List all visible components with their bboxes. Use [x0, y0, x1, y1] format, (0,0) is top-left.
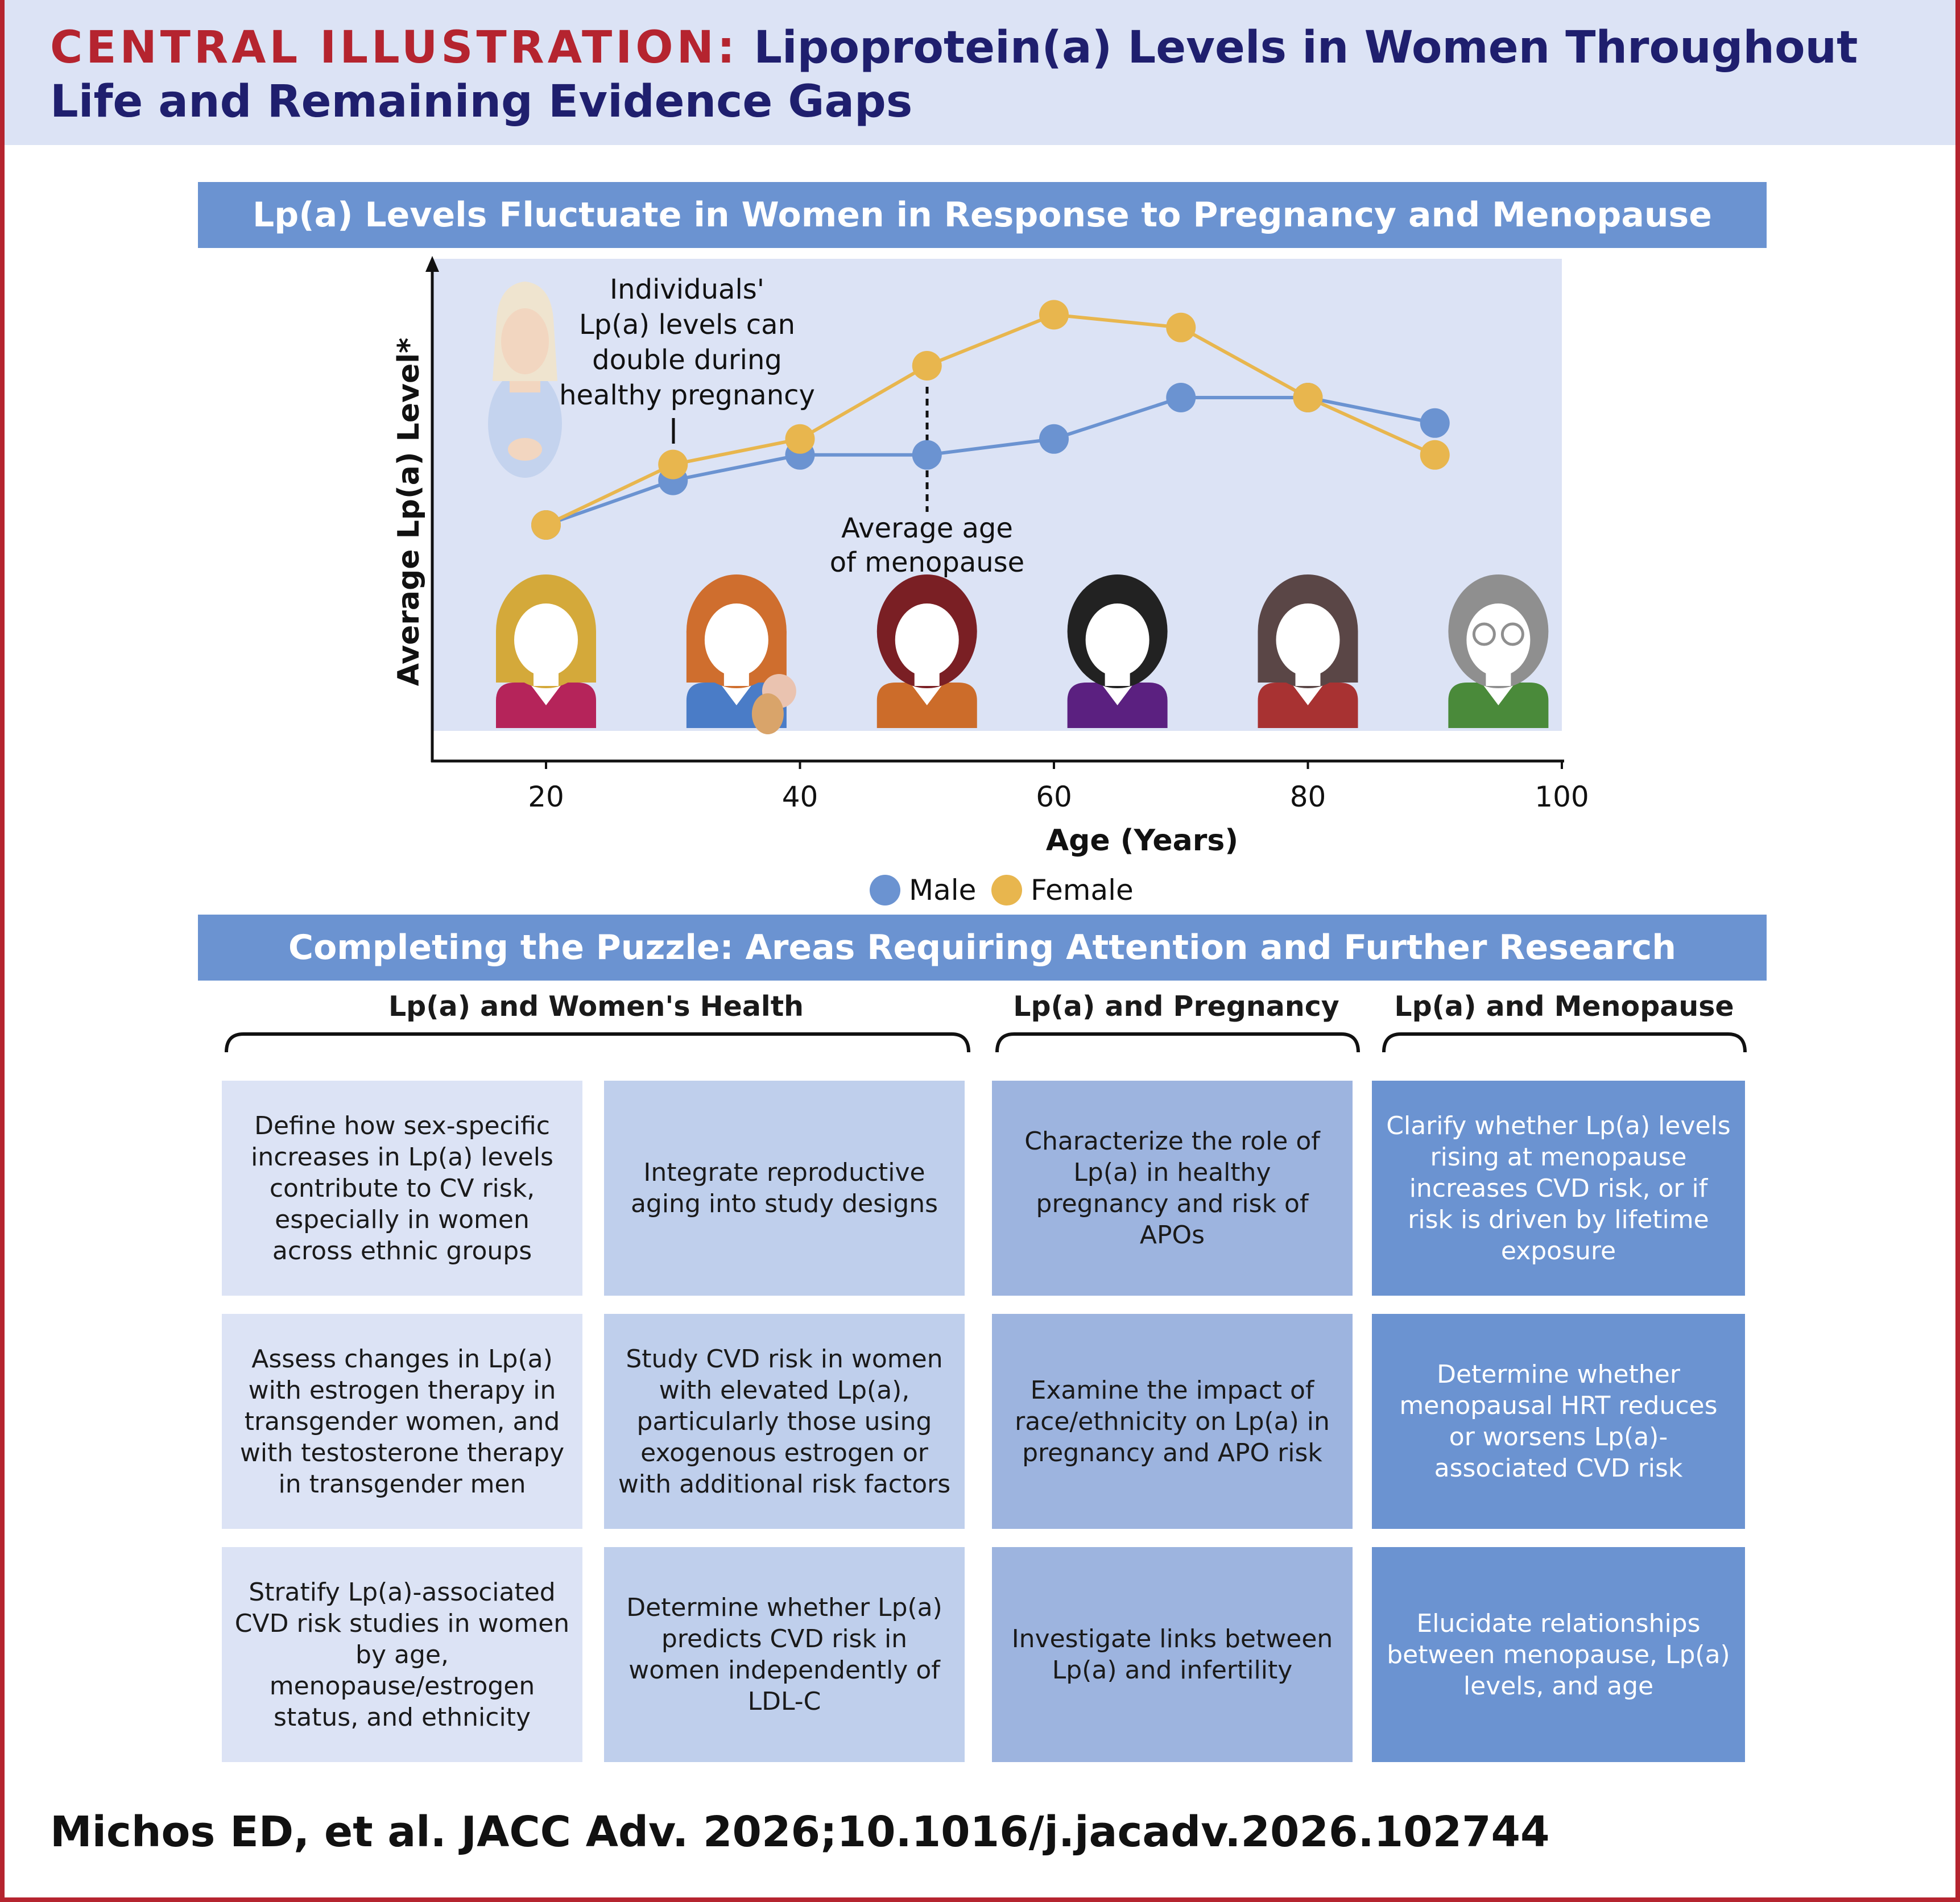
x-tick-label: 60	[1036, 780, 1072, 813]
column-title-menopause: Lp(a) and Menopause	[1394, 990, 1734, 1023]
citation: Michos ED, et al. JACC Adv. 2026;10.1016…	[50, 1808, 1550, 1856]
gap-cell: Investigate links between Lp(a) and infe…	[992, 1547, 1353, 1762]
woman-figure-icon	[1448, 574, 1549, 728]
x-tick-label: 40	[782, 780, 818, 813]
x-tick-label: 100	[1535, 780, 1589, 813]
gap-cell: Clarify whether Lp(a) levels rising at m…	[1372, 1081, 1745, 1296]
woman-figure-icon	[1067, 574, 1168, 728]
gap-cell: Determine whether Lp(a) predicts CVD ris…	[604, 1547, 965, 1762]
woman-figure-icon	[876, 574, 977, 728]
data-point-male	[1166, 383, 1196, 412]
illustration-frame: CENTRAL ILLUSTRATION: Lipoprotein(a) Lev…	[5, 0, 1955, 1897]
illustration-label: CENTRAL ILLUSTRATION:	[50, 22, 739, 73]
legend-marker-female	[991, 875, 1022, 905]
data-point-female	[1293, 383, 1323, 412]
brace-menopause	[1382, 1032, 1747, 1053]
life-stage-figures	[496, 574, 1549, 734]
section-title-puzzle: Completing the Puzzle: Areas Requiring A…	[198, 915, 1767, 981]
data-point-male	[912, 440, 942, 470]
pregnancy-annotation-line: Lp(a) levels can	[579, 309, 795, 341]
menopause-annotation-line: of menopause	[830, 547, 1024, 578]
gap-cell: Define how sex-specific increases in Lp(…	[222, 1081, 582, 1296]
chart-series	[531, 300, 1450, 540]
pregnant-woman-icon	[488, 282, 562, 478]
data-point-male	[1039, 424, 1069, 454]
legend-label-male: Male	[909, 874, 976, 907]
data-point-male	[1420, 408, 1450, 438]
x-tick-label: 80	[1290, 780, 1326, 813]
gap-cell: Determine whether menopausal HRT reduces…	[1372, 1314, 1745, 1529]
woman-figure-icon	[496, 574, 596, 728]
pregnancy-annotation-line: Individuals'	[610, 274, 764, 305]
data-point-female	[1166, 312, 1196, 342]
data-point-female	[531, 510, 561, 540]
x-axis-label: Age (Years)	[1046, 824, 1238, 858]
gap-cell: Examine the impact of race/ethnicity on …	[992, 1314, 1353, 1529]
gap-cell: Assess changes in Lp(a) with estrogen th…	[222, 1314, 582, 1529]
gap-cell: Elucidate relationships between menopaus…	[1372, 1547, 1745, 1762]
header: CENTRAL ILLUSTRATION: Lipoprotein(a) Lev…	[5, 0, 1955, 145]
woman-figure-icon	[686, 574, 796, 734]
series-line-male	[545, 396, 1436, 527]
legend-label-female: Female	[1031, 874, 1134, 907]
brace-womens-health	[225, 1032, 970, 1053]
data-point-female	[785, 424, 815, 454]
column-title-pregnancy: Lp(a) and Pregnancy	[1013, 990, 1339, 1023]
illustration-title-line1: Lipoprotein(a) Levels in Women Throughou…	[754, 22, 1858, 73]
chart-legend: Male Female	[870, 874, 1134, 907]
y-axis-label: Average Lp(a) Level*	[392, 338, 426, 687]
data-point-female	[1039, 300, 1069, 330]
gap-cell: Characterize the role of Lp(a) in health…	[992, 1081, 1353, 1296]
data-point-female	[912, 351, 942, 381]
x-axis-ticks: 20 40 60 80 100	[528, 761, 1589, 813]
series-line-female	[545, 313, 1436, 527]
data-point-female	[658, 449, 688, 479]
data-point-female	[1420, 440, 1450, 470]
gap-cell: Study CVD risk in women with elevated Lp…	[604, 1314, 965, 1529]
x-tick-label: 20	[528, 780, 564, 813]
woman-figure-icon	[1258, 574, 1358, 728]
illustration-title-line2: Life and Remaining Evidence Gaps	[50, 76, 913, 127]
gap-cell: Integrate reproductive aging into study …	[604, 1081, 965, 1296]
menopause-annotation-line: Average age	[841, 512, 1013, 544]
brace-pregnancy	[995, 1032, 1360, 1053]
lpa-age-chart: 20 40 60 80 100 Age (Years) Average Lp(a) Le…	[392, 256, 1589, 907]
y-axis-arrow	[425, 256, 439, 272]
pregnancy-annotation-line: healthy pregnancy	[559, 379, 815, 411]
gap-cell: Stratify Lp(a)-associated CVD risk studi…	[222, 1547, 582, 1762]
pregnancy-annotation-line: double during	[592, 344, 782, 376]
column-title-womens-health: Lp(a) and Women's Health	[388, 990, 804, 1023]
section-title-fluctuation: Lp(a) Levels Fluctuate in Women in Respo…	[198, 182, 1767, 248]
legend-marker-male	[870, 875, 900, 905]
